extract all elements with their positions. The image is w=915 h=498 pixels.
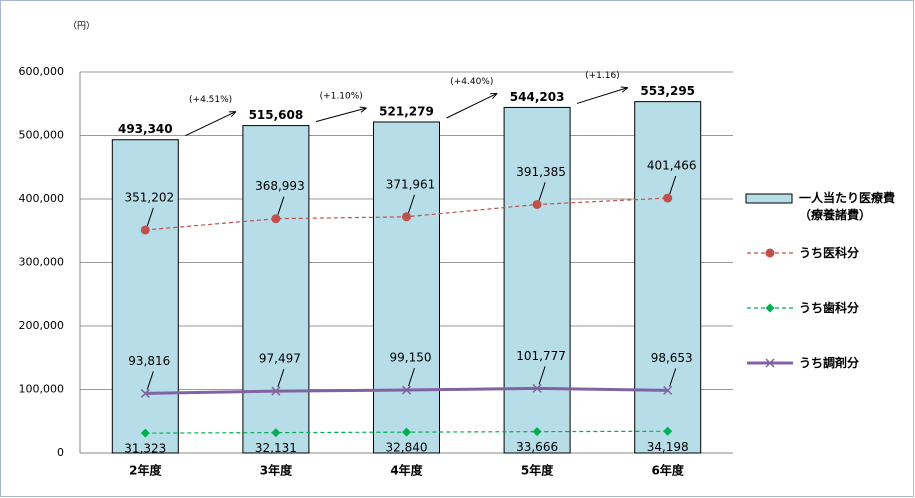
leader-line	[277, 368, 285, 388]
legend-marker	[765, 358, 775, 368]
arrow-head	[620, 86, 629, 93]
data-label: 99,150	[390, 351, 432, 365]
bar	[111, 139, 179, 454]
data-label: 401,466	[647, 159, 697, 173]
point	[271, 214, 281, 224]
data-label: 98,653	[651, 351, 693, 365]
point	[532, 383, 542, 393]
point	[271, 386, 281, 396]
leader-line	[146, 207, 154, 227]
bar-value-label: 521,279	[379, 104, 434, 118]
bar	[503, 106, 571, 454]
point	[532, 199, 542, 209]
growth-arrow	[576, 87, 628, 104]
legend-label: うち調剤分	[799, 356, 860, 370]
legend-swatch	[747, 248, 793, 258]
legend-swatch	[747, 303, 793, 313]
legend-marker	[765, 248, 775, 258]
leader-line	[277, 196, 285, 215]
point	[402, 212, 411, 222]
data-label: 34,198	[647, 440, 689, 454]
leader-line	[669, 368, 677, 387]
legend-swatch	[747, 358, 793, 368]
bar-value-label: 515,608	[249, 108, 304, 122]
legend-label: 一人当たり医療費（療養諸費）	[799, 191, 896, 222]
arrow-head	[490, 92, 498, 100]
data-label: 101,777	[516, 349, 566, 363]
data-label: 31,323	[124, 442, 166, 456]
point	[663, 193, 673, 203]
data-label: 371,961	[386, 177, 436, 191]
point	[271, 428, 281, 438]
leader-line	[146, 371, 154, 390]
growth-label: (+1.10%)	[320, 91, 363, 101]
data-label: 391,385	[516, 165, 566, 179]
legend-swatch	[745, 193, 793, 204]
point	[532, 427, 542, 437]
bar-value-label: 493,340	[118, 122, 173, 136]
unit-label: （円）	[68, 21, 95, 32]
legend-label: うち医科分	[799, 246, 860, 260]
leader-line	[669, 175, 677, 195]
y-tick-label: 600,000	[19, 65, 65, 78]
x-tick-label: 3年度	[260, 463, 293, 478]
x-tick-label: 6年度	[652, 463, 685, 478]
leader-line	[408, 194, 415, 213]
bar-value-label: 544,203	[510, 90, 565, 104]
arrow-head	[359, 106, 367, 113]
point	[663, 385, 673, 395]
growth-label: (+1.16)	[585, 71, 620, 81]
point	[140, 428, 150, 438]
growth-arrow	[185, 111, 237, 137]
growth-arrow	[315, 107, 367, 123]
x-tick-label: 5年度	[521, 463, 554, 478]
legend-item: うち調剤分	[745, 355, 911, 372]
y-tick-label: 500,000	[19, 129, 65, 142]
bar	[634, 101, 702, 454]
data-label: 368,993	[255, 179, 305, 193]
point	[401, 385, 412, 395]
point	[140, 225, 150, 235]
arrow-head	[228, 111, 237, 118]
bar	[373, 121, 440, 454]
data-label: 351,202	[124, 190, 174, 204]
x-tick-label: 2年度	[129, 463, 162, 478]
growth-label: (+4.40%)	[450, 77, 493, 87]
leader-line	[538, 366, 546, 385]
point	[140, 388, 150, 398]
y-tick-label: 300,000	[19, 256, 65, 269]
legend-marker	[765, 303, 775, 313]
y-tick-label: 0	[57, 446, 64, 459]
legend-item: うち医科分	[745, 245, 911, 262]
leader-line	[408, 367, 415, 387]
y-tick-label: 200,000	[19, 319, 65, 332]
growth-arrow	[446, 92, 498, 119]
data-label: 93,816	[128, 354, 170, 368]
legend-swatch-bar	[745, 193, 793, 204]
bar-value-label: 553,295	[640, 84, 695, 98]
bar	[242, 125, 310, 454]
legend-item: 一人当たり医療費（療養諸費）	[745, 190, 911, 224]
y-tick-label: 400,000	[19, 192, 65, 205]
data-label: 32,840	[386, 441, 428, 455]
point	[663, 426, 673, 436]
data-label: 97,497	[259, 352, 301, 366]
legend-item: うち歯科分	[745, 300, 911, 317]
leader-line	[538, 182, 546, 201]
data-label: 33,666	[516, 440, 558, 454]
legend-label: うち歯科分	[799, 301, 860, 315]
data-label: 32,131	[255, 441, 297, 455]
y-tick-label: 100,000	[19, 383, 65, 396]
point	[402, 427, 411, 437]
x-tick-label: 4年度	[390, 463, 423, 478]
growth-label: (+4.51%)	[189, 95, 232, 105]
